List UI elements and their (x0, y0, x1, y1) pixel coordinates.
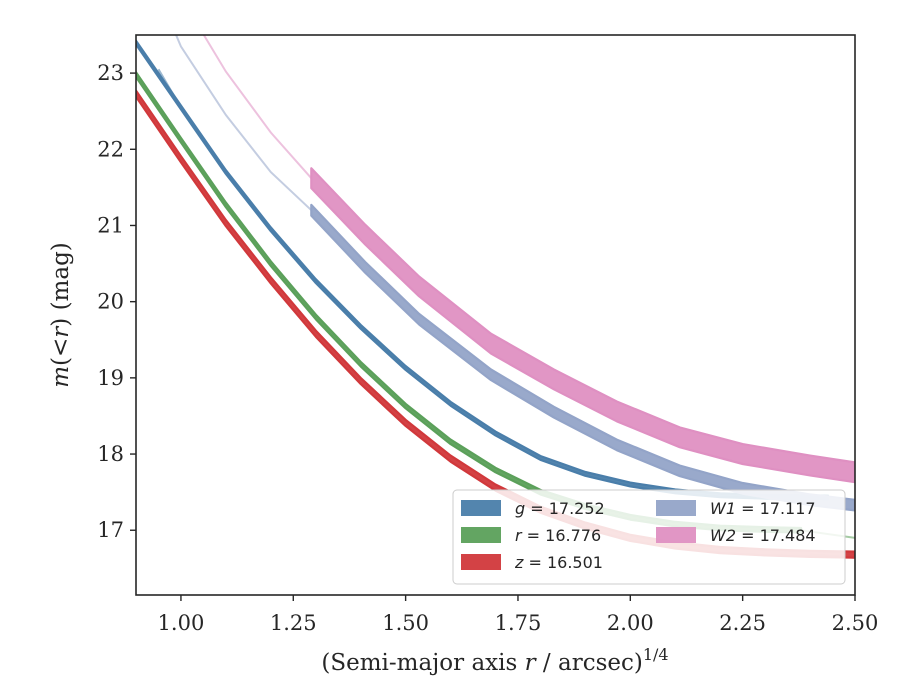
legend-swatch (461, 554, 501, 570)
x-tick-label: 2.25 (719, 611, 766, 635)
x-axis-title: (Semi-major axis r / arcsec)1/4 (321, 645, 668, 676)
legend-label-value: = 17.117 (736, 499, 816, 518)
legend-item-g: g = 17.252 (461, 499, 605, 518)
legend-label: W2 = 17.484 (710, 526, 816, 545)
legend-label: r = 16.776 (515, 526, 601, 545)
series-w2-extrapolation (202, 35, 313, 179)
legend-label-value: = 17.252 (525, 499, 605, 518)
y-tick-label: 17 (97, 518, 124, 542)
x-tick-label: 2.50 (832, 611, 879, 635)
legend-swatch (461, 500, 501, 516)
x-axis-title-main: (Semi-major axis (321, 650, 524, 676)
y-tick-label: 21 (97, 213, 124, 237)
series-w1-band (310, 203, 855, 512)
series-w2-band (310, 167, 855, 484)
series-layer (136, 35, 855, 559)
x-tick-label: 1.00 (158, 611, 205, 635)
legend-swatch (461, 527, 501, 543)
legend-swatch (656, 527, 696, 543)
ticks-layer: 1.00 1.25 1.50 1.75 2.00 2.25 2.50 17 18 19 20 21 22… (97, 61, 878, 635)
y-axis-title-rest: ) (mag) (48, 242, 74, 326)
legend-label-band: g (515, 499, 525, 518)
legend-label-value: = 17.484 (736, 526, 816, 545)
y-axis-title-open: (< (48, 338, 74, 366)
legend-frame (452, 489, 846, 585)
y-tick-label: 19 (97, 366, 124, 390)
legend-item-w2: W2 = 17.484 (656, 526, 816, 545)
legend-item-z: z = 16.501 (461, 553, 603, 572)
series-w2 (202, 35, 855, 484)
y-axis-title-main: m (48, 366, 74, 388)
x-tick-label: 1.25 (270, 611, 317, 635)
legend-label-band: W1 (710, 499, 736, 518)
plot-frame (135, 34, 856, 596)
legend-label: g = 17.252 (515, 499, 605, 518)
y-tick-label: 22 (97, 137, 124, 161)
y-tick-label: 20 (97, 290, 124, 314)
series-w1-extrapolation (175, 35, 312, 211)
legend-label-band: z (514, 553, 524, 572)
y-axis-title: m(<r) (mag) (48, 242, 74, 388)
x-axis-title-var: r (525, 650, 538, 676)
legend-label-band: r (515, 526, 523, 545)
x-tick-label: 2.00 (607, 611, 654, 635)
legend-label-band: W2 (710, 526, 736, 545)
legend-swatch (656, 500, 696, 516)
legend-label: z = 16.501 (514, 553, 603, 572)
x-tick-label: 1.75 (495, 611, 542, 635)
legend-label-value: = 16.501 (523, 553, 603, 572)
series-w1 (175, 35, 855, 512)
y-tick-label: 18 (97, 442, 124, 466)
y-axis-title-var: r (48, 325, 74, 338)
legend-label-value: = 16.776 (522, 526, 602, 545)
x-axis-title-unit: / arcsec) (536, 650, 643, 676)
legend-label: W1 = 17.117 (710, 499, 816, 518)
x-tick-label: 1.50 (382, 611, 429, 635)
series-z-band (136, 89, 855, 559)
legend-item-r: r = 16.776 (461, 526, 601, 545)
legend-item-w1: W1 = 17.117 (656, 499, 816, 518)
x-axis-title-exponent: 1/4 (643, 645, 669, 664)
y-tick-label: 23 (97, 61, 124, 85)
